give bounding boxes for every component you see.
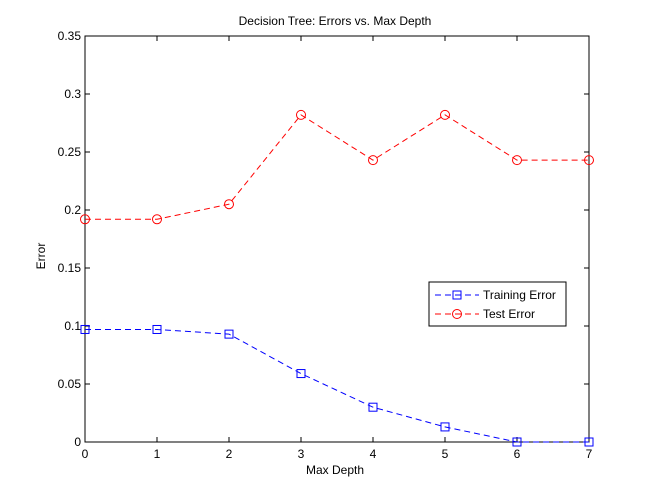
legend-label: Test Error	[483, 307, 535, 321]
data-point	[296, 109, 306, 120]
legend-label: Training Error	[483, 288, 556, 302]
y-tick-label: 0.25	[58, 145, 82, 159]
plot-series	[80, 109, 594, 447]
y-tick-label: 0.35	[58, 29, 82, 43]
data-point	[368, 402, 378, 412]
series-test-error	[80, 109, 594, 225]
data-point	[80, 324, 90, 334]
plot-frame	[84, 35, 590, 443]
legend-entry: Training Error	[435, 288, 556, 302]
y-tick-label: 0.1	[64, 319, 81, 333]
series-training-error	[80, 324, 594, 447]
axes: 0 1 2 3 4 5 6 7 0 0.05 0.1 0.15 0.2 0.25 0.3 0.35	[58, 29, 593, 461]
legend-marker	[452, 309, 462, 319]
data-point	[296, 369, 306, 379]
chart-title: Decision Tree: Errors vs. Max Depth	[239, 14, 432, 28]
x-tick-label: 5	[442, 447, 449, 461]
data-point	[152, 214, 162, 225]
y-tick-label: 0.15	[58, 261, 82, 275]
data-point	[224, 199, 234, 210]
data-point	[584, 155, 594, 166]
x-tick-label: 2	[226, 447, 233, 461]
data-point	[584, 437, 594, 447]
x-tick-label: 1	[154, 447, 161, 461]
data-point	[152, 324, 162, 334]
series-line	[85, 328, 589, 443]
data-point	[368, 155, 378, 166]
legend-box	[428, 281, 567, 327]
legend: Training Error Test Error	[428, 281, 567, 327]
y-tick-label: 0.2	[64, 203, 81, 217]
data-point	[80, 214, 90, 225]
data-point	[512, 437, 522, 447]
x-tick-label: 0	[82, 447, 89, 461]
y-tick-label: 0	[74, 435, 81, 449]
data-point	[512, 155, 522, 166]
y-tick-label: 0.3	[64, 87, 81, 101]
y-axis-label: Error	[34, 243, 48, 270]
x-axis-label: Max Depth	[306, 463, 364, 477]
data-point	[224, 329, 234, 339]
legend-entry: Test Error	[435, 307, 535, 321]
x-tick-label: 3	[298, 447, 305, 461]
series-line	[85, 114, 589, 220]
x-tick-label: 4	[370, 447, 377, 461]
x-tick-label: 7	[586, 447, 593, 461]
data-point	[440, 422, 450, 432]
data-point	[440, 109, 450, 120]
legend-marker	[452, 290, 462, 300]
x-tick-label: 6	[514, 447, 521, 461]
y-tick-label: 0.05	[58, 377, 82, 391]
